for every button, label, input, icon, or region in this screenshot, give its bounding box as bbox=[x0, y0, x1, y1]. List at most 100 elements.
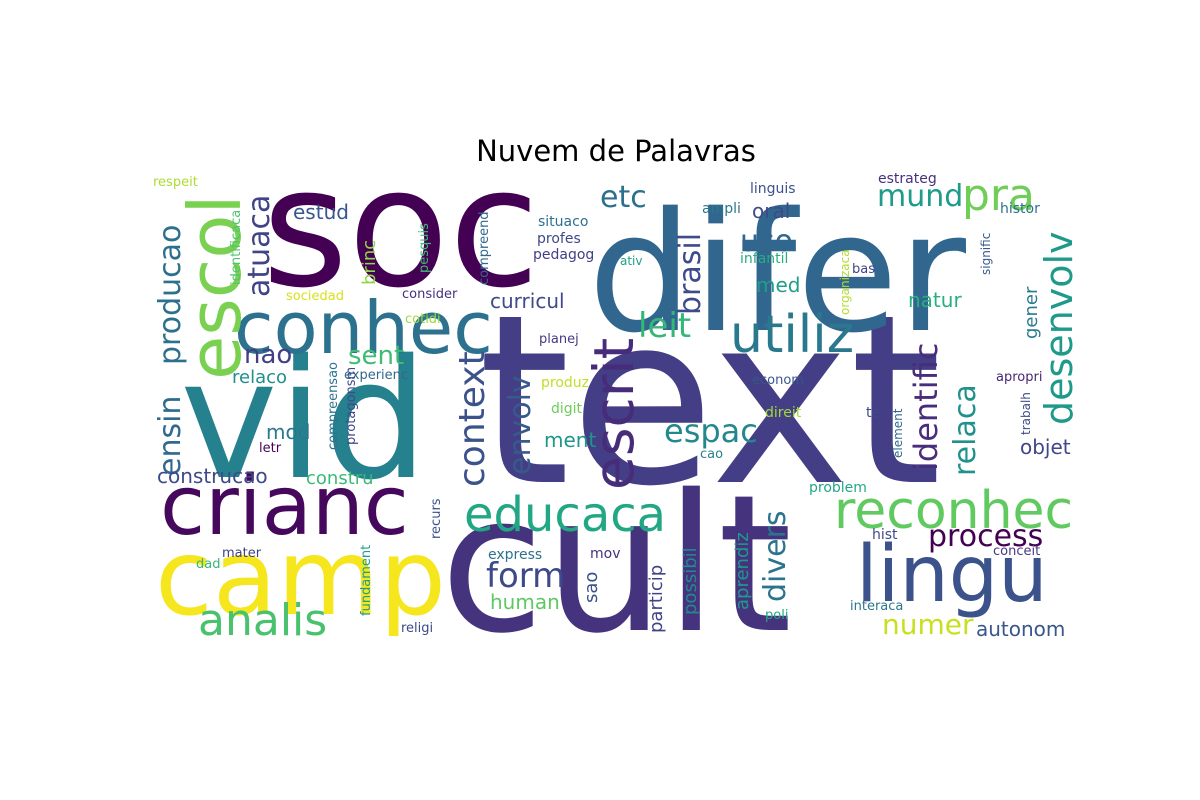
word-human: human bbox=[490, 590, 560, 614]
word-ensin: ensin bbox=[153, 396, 188, 476]
word-desenvolv: desenvolv bbox=[1037, 231, 1081, 425]
word-econom: econom bbox=[752, 373, 804, 388]
word-relaco: relaco bbox=[232, 367, 287, 388]
word-histor: histor bbox=[1000, 201, 1040, 217]
word-sao: sao bbox=[581, 572, 602, 603]
word-ment: ment bbox=[544, 428, 596, 452]
word-leit: leit bbox=[638, 306, 691, 346]
word-mund: mund bbox=[877, 179, 963, 214]
word-element: element bbox=[891, 408, 905, 458]
word-nao: nao bbox=[244, 340, 292, 370]
word-gener: gener bbox=[1021, 286, 1042, 339]
word-mater: mater bbox=[222, 546, 262, 561]
word-interaca: interaca bbox=[850, 599, 903, 614]
word-constru: constru bbox=[306, 468, 374, 489]
word-protagonsm: protagonsm bbox=[344, 367, 359, 445]
word-cao: cao bbox=[700, 447, 723, 462]
word-process: process bbox=[928, 519, 1043, 554]
word-conhec: conhec bbox=[234, 286, 493, 370]
word-conceit: conceit bbox=[993, 544, 1040, 559]
word-construcao: construcao bbox=[157, 464, 268, 488]
word-curricul: curricul bbox=[490, 289, 565, 313]
word-brinc: brinc bbox=[359, 240, 380, 285]
word-autonom: autonom bbox=[976, 617, 1065, 641]
word-difer: difer bbox=[588, 177, 966, 369]
word-possibil: possibil bbox=[680, 547, 701, 615]
word-relaca: relaca bbox=[948, 384, 983, 476]
word-express: express bbox=[488, 547, 542, 563]
word-infantil: infantil bbox=[740, 251, 788, 267]
word-soc: soc bbox=[262, 132, 540, 324]
word-produz: produz bbox=[541, 375, 589, 391]
word-direit: direit bbox=[765, 405, 802, 421]
word-pra: pra bbox=[962, 170, 1035, 221]
word-utiliz: utiliz bbox=[730, 305, 854, 365]
word-te: te bbox=[866, 405, 880, 421]
word-numer: numer bbox=[882, 608, 974, 641]
word-identific: identific bbox=[907, 343, 945, 471]
word-escol: escol bbox=[173, 195, 257, 380]
word-compreend: compreend bbox=[477, 211, 492, 285]
word-context: context bbox=[452, 351, 493, 487]
word-fundament: fundament bbox=[359, 545, 374, 616]
word-aprendiz: aprendiz bbox=[732, 532, 753, 610]
word-camp: camp bbox=[155, 517, 446, 639]
word-estrateg: estrateg bbox=[878, 171, 937, 187]
word-particip: particip bbox=[646, 565, 667, 633]
word-trabalh: trabalh bbox=[1019, 392, 1033, 435]
word-compreensao: compreensao bbox=[326, 362, 341, 450]
word-planej: planej bbox=[539, 332, 579, 347]
word-vid: vid bbox=[180, 324, 428, 516]
word-sociedad: sociedad bbox=[286, 289, 344, 304]
word-divers: divers bbox=[758, 510, 793, 602]
word-natur: natur bbox=[908, 288, 962, 312]
word-etc: etc bbox=[600, 180, 647, 215]
word-respeit: respeit bbox=[153, 175, 198, 190]
word-apropri: apropri bbox=[996, 370, 1042, 385]
word-mod: mod bbox=[266, 420, 310, 444]
word-educaca: educaca bbox=[464, 487, 666, 543]
word-producao: producao bbox=[153, 225, 188, 365]
word-religi: religi bbox=[401, 621, 433, 636]
chart-title: Nuvem de Palavras bbox=[476, 134, 756, 168]
word-bas: bas bbox=[852, 262, 875, 277]
word-crianc: crianc bbox=[160, 459, 409, 554]
word-uso: uso bbox=[740, 224, 793, 259]
word-analis: analis bbox=[198, 595, 327, 646]
word-situaco: situaco bbox=[538, 214, 588, 230]
word-hist: hist bbox=[872, 527, 898, 543]
word-profes: profes bbox=[537, 231, 581, 247]
word-oral: oral bbox=[752, 199, 790, 223]
word-pedagog: pedagog bbox=[533, 247, 594, 263]
word-text: text bbox=[478, 265, 942, 538]
word-estud: estud bbox=[293, 200, 349, 224]
word-envolv: envolv bbox=[503, 375, 538, 475]
word-espac: espac bbox=[664, 412, 758, 450]
word-recurs: recurs bbox=[429, 498, 444, 539]
word-identificaca: identificaca bbox=[229, 210, 244, 285]
word-sent: sent bbox=[348, 341, 404, 371]
word-objet: objet bbox=[1020, 435, 1071, 459]
word-reconhec: reconhec bbox=[834, 481, 1073, 541]
word-lingu: lingu bbox=[856, 530, 1048, 620]
word-brasil: brasil bbox=[673, 233, 708, 315]
word-med: med bbox=[756, 273, 800, 297]
word-pesquis: pesquis bbox=[417, 223, 432, 273]
word-signific: signific bbox=[979, 233, 993, 275]
word-problem: problem bbox=[809, 480, 867, 496]
word-cult: cult bbox=[440, 454, 792, 675]
word-escrit: escrit bbox=[582, 338, 646, 490]
word-form: form bbox=[486, 556, 565, 596]
word-consider: consider bbox=[402, 287, 458, 302]
word-linguis: linguis bbox=[750, 181, 796, 197]
word-digit: digit bbox=[551, 401, 583, 417]
word-poli: poli bbox=[765, 608, 788, 623]
word-ampli: ampli bbox=[702, 201, 741, 217]
word-organizaca: organizaca bbox=[838, 249, 852, 315]
word-dad: dad bbox=[196, 557, 220, 572]
word-letr: letr bbox=[259, 441, 282, 456]
word-cotidi: cotidi bbox=[405, 312, 441, 327]
word-experienc: experienc bbox=[344, 368, 408, 383]
word-atuaca: atuaca bbox=[242, 195, 277, 297]
